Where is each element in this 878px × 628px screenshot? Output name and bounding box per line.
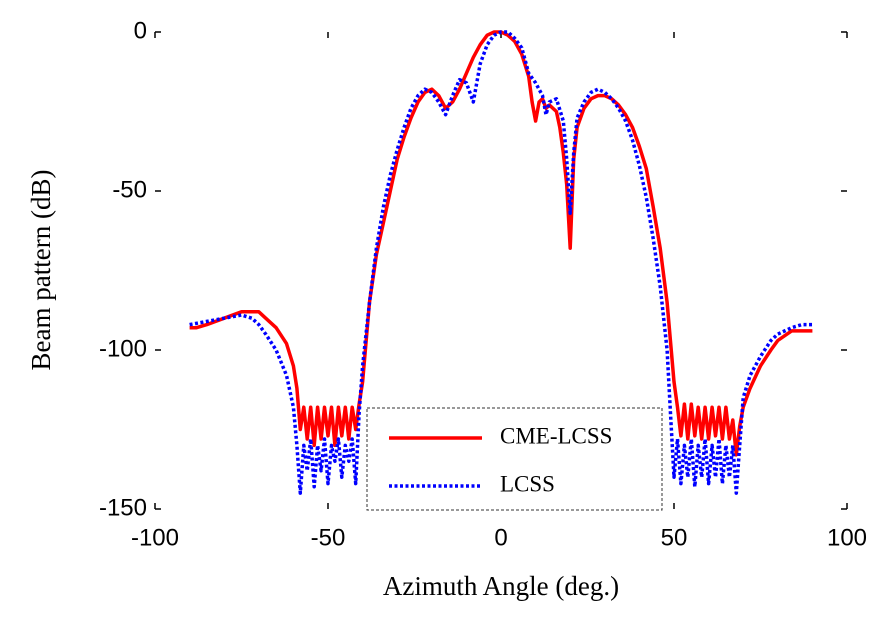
y-tick-label: 0 [134,17,147,44]
legend-label: CME-LCSS [500,423,612,448]
x-tick-label: 0 [494,524,507,551]
x-tick-label: -50 [311,524,346,551]
x-tick-label: -100 [131,524,179,551]
series-line [189,30,813,495]
y-axis-label: Beam pattern (dB) [26,170,56,371]
y-tick-label: -50 [112,176,147,203]
legend-label: LCSS [500,471,555,496]
y-tick-label: -100 [99,335,147,362]
y-tick-label: -150 [99,494,147,521]
legend-box [366,407,663,511]
x-axis-label: Azimuth Angle (deg.) [383,571,619,601]
series-line [189,30,813,457]
x-tick-label: 100 [827,524,867,551]
x-tick-label: 50 [661,524,688,551]
